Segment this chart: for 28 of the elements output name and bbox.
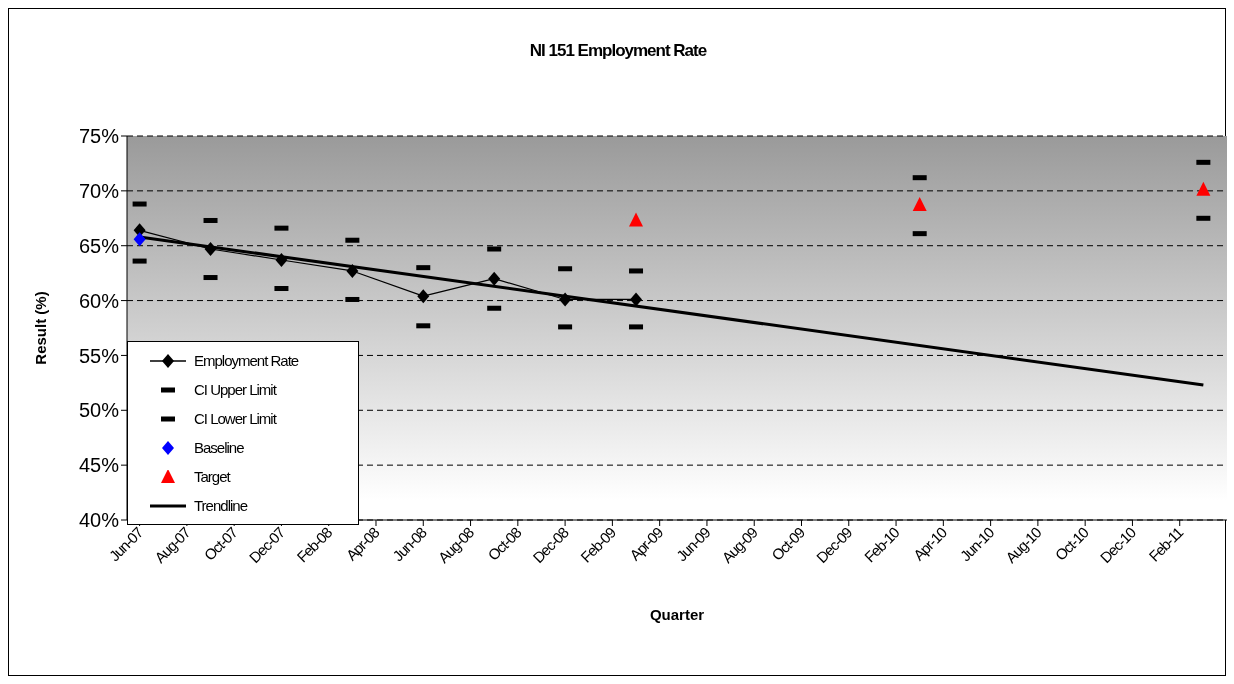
y-tick-label: 70% (78, 179, 120, 202)
point (346, 263, 359, 278)
y-tick-label: 60% (78, 289, 120, 312)
point (912, 197, 927, 212)
point (559, 292, 572, 307)
legend-label: Employment Rate (194, 352, 299, 369)
x-axis-title: Quarter (649, 606, 705, 623)
y-tick-label: 45% (78, 454, 120, 477)
point (204, 242, 217, 257)
legend-label: Trendline (194, 497, 247, 514)
point (630, 292, 643, 307)
legend-label: Baseline (194, 439, 244, 456)
y-tick-label: 40% (78, 509, 120, 532)
legend-label: CI Lower Limit (194, 410, 276, 427)
legend-label: Target (194, 468, 230, 485)
y-axis-title: Result (%) (32, 291, 50, 365)
point (417, 289, 430, 304)
point (133, 232, 146, 247)
y-tick-label: 55% (78, 344, 120, 367)
y-tick-label: 50% (78, 399, 120, 422)
y-tick-label: 75% (78, 125, 120, 148)
point (488, 271, 501, 286)
chart-title: NI 151 Employment Rate (528, 41, 708, 61)
y-tick-label: 65% (78, 234, 120, 257)
legend-label: CI Upper Limit (194, 381, 276, 398)
point (275, 252, 288, 267)
point (1196, 181, 1211, 196)
point (629, 212, 644, 227)
